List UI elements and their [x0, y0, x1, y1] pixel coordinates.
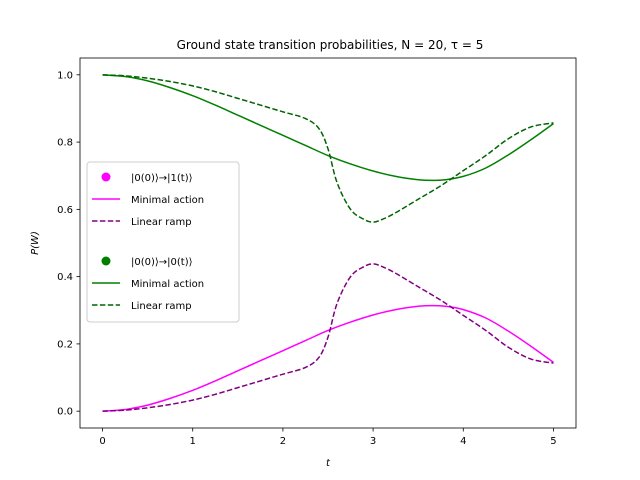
x-tick-label: 5 — [550, 436, 556, 447]
series-line-3-linear-ramp — [102, 74, 554, 223]
legend-box — [86, 161, 240, 323]
legend-entry-label: Minimal action — [131, 195, 204, 206]
series-line-2-minimal-action — [102, 74, 554, 182]
x-tick-label: 1 — [190, 436, 196, 447]
legend-marker — [101, 256, 111, 266]
legend-entry-label: Linear ramp — [131, 301, 192, 312]
legend: |0(0)⟩→|1(t)⟩ Minimal action Linear ramp |0… — [86, 161, 240, 323]
x-tick-label: 4 — [460, 436, 466, 447]
y-tick-label: 0.4 — [57, 272, 73, 283]
series-line-0-minimal-action — [102, 304, 554, 412]
legend-entry-label: Minimal action — [131, 279, 204, 290]
legend-entry-label: Linear ramp — [131, 217, 192, 228]
legend-group-label: |0(0)⟩→|0(t)⟩ — [131, 257, 193, 268]
y-tick-label: 1.0 — [57, 70, 73, 81]
legend-items: |0(0)⟩→|1(t)⟩ Minimal action Linear ramp |0… — [92, 172, 204, 312]
x-tick-label: 2 — [280, 436, 286, 447]
y-tick-label: 0.0 — [57, 407, 73, 418]
y-tick-label: 0.2 — [57, 339, 73, 350]
series-line-1-linear-ramp — [102, 263, 554, 412]
plot-area — [79, 57, 577, 429]
y-axis-label: P(W) — [30, 231, 41, 255]
legend-group-label: |0(0)⟩→|1(t)⟩ — [131, 173, 193, 184]
x-axis-label: t — [326, 458, 331, 469]
axes-frame — [79, 57, 577, 429]
y-axis: 0.0 0.2 0.4 0.6 0.8 1.0 — [57, 70, 80, 418]
chart-title: Ground state transition probabilities, N… — [177, 38, 484, 52]
x-tick-label: 3 — [370, 436, 376, 447]
y-tick-label: 0.6 — [57, 205, 73, 216]
x-tick-label: 0 — [99, 436, 105, 447]
legend-marker — [101, 172, 111, 182]
y-tick-label: 0.8 — [57, 138, 73, 149]
x-axis: 0 1 2 3 4 5 — [99, 428, 557, 447]
series-layer — [102, 74, 554, 412]
